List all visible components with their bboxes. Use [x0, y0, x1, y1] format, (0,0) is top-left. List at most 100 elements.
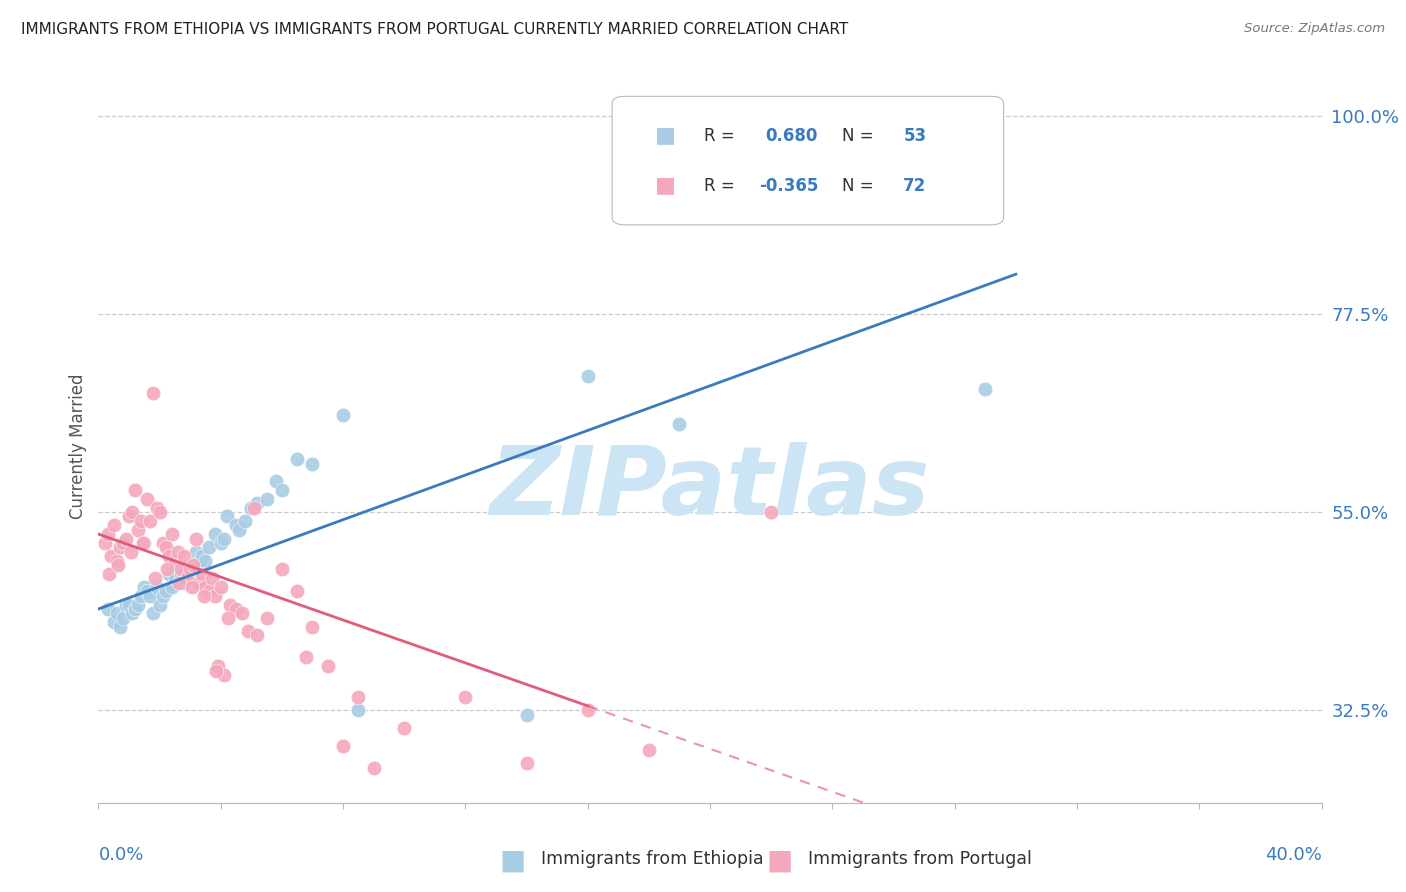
- Text: ■: ■: [655, 176, 676, 195]
- Point: [163, 571, 186, 585]
- Point: [207, 659, 229, 673]
- Point: [219, 598, 242, 612]
- Point: [136, 584, 159, 599]
- Point: [212, 668, 235, 682]
- Point: [240, 500, 263, 515]
- Point: [152, 536, 174, 550]
- Point: [160, 527, 183, 541]
- Point: [238, 624, 260, 638]
- Text: 40.0%: 40.0%: [1265, 846, 1322, 863]
- Point: [256, 491, 278, 506]
- Text: ■: ■: [499, 847, 526, 875]
- Point: [127, 598, 149, 612]
- Point: [301, 619, 323, 633]
- Point: [149, 505, 172, 519]
- Text: N =: N =: [842, 127, 879, 145]
- Point: [974, 382, 997, 396]
- Point: [246, 496, 269, 510]
- Point: [111, 536, 134, 550]
- Point: [516, 707, 538, 722]
- Text: N =: N =: [842, 177, 879, 194]
- Point: [103, 518, 125, 533]
- Point: [100, 549, 122, 563]
- Point: [143, 571, 166, 585]
- Point: [121, 505, 143, 519]
- Point: [576, 368, 599, 383]
- Point: [363, 760, 385, 774]
- Text: ■: ■: [766, 847, 793, 875]
- Point: [142, 607, 165, 621]
- Point: [301, 457, 323, 471]
- Point: [97, 602, 120, 616]
- Point: [111, 611, 134, 625]
- Point: [170, 566, 193, 581]
- Point: [225, 602, 247, 616]
- Point: [155, 541, 177, 555]
- Point: [170, 562, 193, 576]
- Point: [295, 650, 318, 665]
- Point: [516, 756, 538, 771]
- Point: [136, 491, 159, 506]
- Point: [347, 690, 370, 704]
- Point: [454, 690, 477, 704]
- Point: [347, 703, 370, 717]
- Point: [167, 562, 190, 576]
- Text: 53: 53: [903, 127, 927, 145]
- Point: [191, 566, 214, 581]
- Point: [179, 558, 201, 572]
- Point: [217, 611, 239, 625]
- Point: [156, 562, 179, 576]
- Point: [173, 575, 195, 590]
- Text: R =: R =: [704, 177, 740, 194]
- Point: [145, 580, 167, 594]
- Point: [231, 607, 253, 621]
- Point: [121, 607, 143, 621]
- Point: [167, 545, 190, 559]
- Point: [194, 553, 217, 567]
- Point: [180, 580, 202, 594]
- Point: [107, 558, 129, 572]
- Point: [97, 527, 120, 541]
- Point: [181, 562, 204, 576]
- Point: [127, 523, 149, 537]
- Point: [129, 514, 152, 528]
- Point: [193, 589, 215, 603]
- Point: [212, 532, 235, 546]
- Point: [209, 536, 232, 550]
- Point: [152, 589, 174, 603]
- Point: [188, 553, 211, 567]
- Point: [118, 598, 141, 612]
- Point: [186, 545, 208, 559]
- Point: [98, 566, 121, 581]
- Point: [132, 536, 155, 550]
- Point: [176, 571, 198, 585]
- Point: [209, 580, 232, 594]
- Point: [186, 532, 208, 546]
- Point: [204, 589, 226, 603]
- Point: [205, 664, 228, 678]
- Y-axis label: Currently Married: Currently Married: [69, 373, 87, 519]
- Point: [142, 386, 165, 401]
- Point: [181, 558, 204, 572]
- Point: [215, 509, 238, 524]
- Point: [139, 514, 162, 528]
- Text: R =: R =: [704, 127, 740, 145]
- Point: [200, 571, 222, 585]
- Point: [124, 483, 146, 497]
- Point: [194, 580, 217, 594]
- Text: Source: ZipAtlas.com: Source: ZipAtlas.com: [1244, 22, 1385, 36]
- Text: ZIPatlas: ZIPatlas: [489, 442, 931, 535]
- Point: [145, 500, 167, 515]
- Point: [139, 589, 162, 603]
- Point: [169, 575, 191, 590]
- Point: [124, 602, 146, 616]
- Point: [188, 575, 211, 590]
- Text: ■: ■: [655, 126, 676, 145]
- Point: [761, 505, 783, 519]
- Point: [332, 739, 354, 753]
- Point: [105, 607, 128, 621]
- Point: [225, 518, 247, 533]
- Point: [149, 598, 172, 612]
- Point: [105, 553, 128, 567]
- Point: [285, 452, 308, 467]
